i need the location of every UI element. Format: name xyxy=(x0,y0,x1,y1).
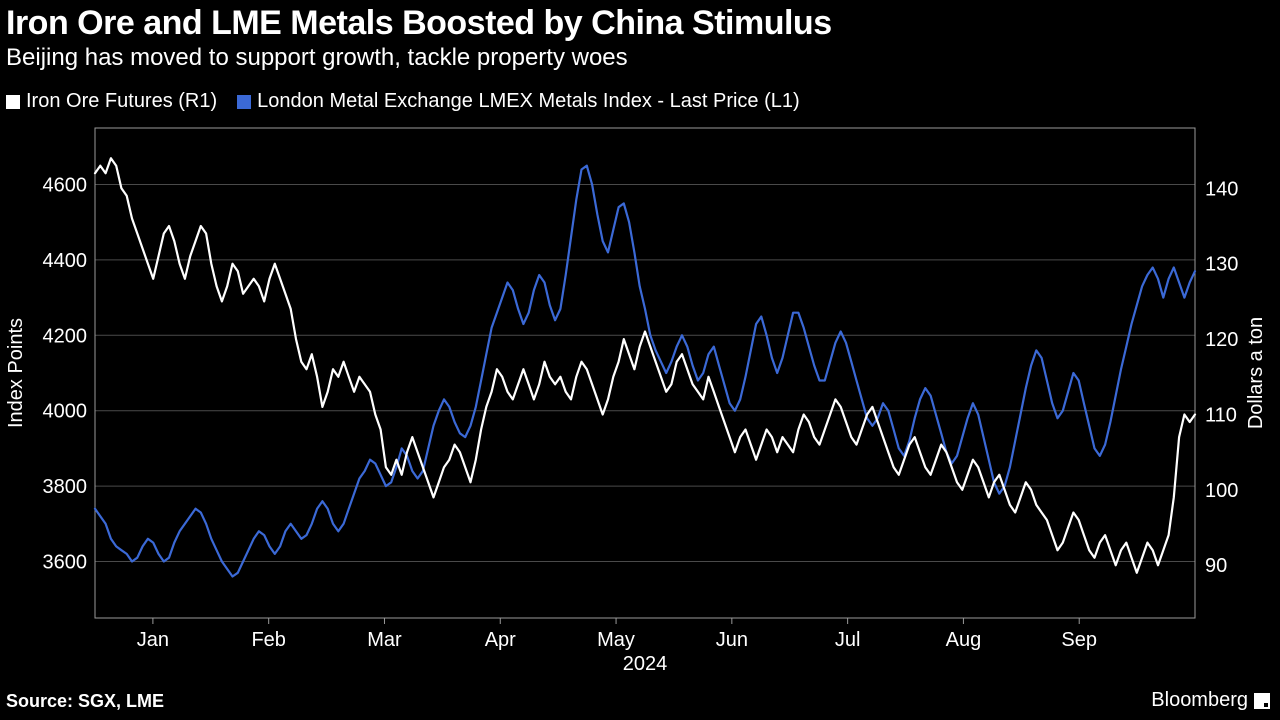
legend-item-lmex: London Metal Exchange LMEX Metals Index … xyxy=(237,90,800,113)
chart-title: Iron Ore and LME Metals Boosted by China… xyxy=(6,4,832,43)
svg-text:Dollars a ton: Dollars a ton xyxy=(1245,317,1267,429)
brand-icon xyxy=(1254,693,1270,709)
svg-text:3600: 3600 xyxy=(43,551,88,573)
svg-text:May: May xyxy=(597,629,635,651)
svg-text:100: 100 xyxy=(1205,480,1238,502)
svg-text:Aug: Aug xyxy=(946,629,982,651)
svg-text:4400: 4400 xyxy=(43,250,88,272)
legend-swatch-lmex xyxy=(237,95,251,109)
svg-text:140: 140 xyxy=(1205,178,1238,200)
svg-text:3800: 3800 xyxy=(43,476,88,498)
svg-text:Index Points: Index Points xyxy=(5,318,27,428)
legend-label-lmex: London Metal Exchange LMEX Metals Index … xyxy=(257,90,800,113)
legend-label-iron-ore: Iron Ore Futures (R1) xyxy=(26,90,217,113)
chart-subtitle: Beijing has moved to support growth, tac… xyxy=(6,44,628,72)
brand-text: Bloomberg xyxy=(1151,689,1270,712)
svg-text:4000: 4000 xyxy=(43,401,88,423)
svg-text:90: 90 xyxy=(1205,555,1227,577)
svg-text:110: 110 xyxy=(1205,404,1237,426)
legend-swatch-iron-ore xyxy=(6,95,20,109)
svg-text:Sep: Sep xyxy=(1061,629,1097,651)
legend: Iron Ore Futures (R1) London Metal Excha… xyxy=(6,90,800,113)
chart-area: 3600 3800 4000 4200 4400 4600 90 100 110 120 130 14… xyxy=(0,120,1280,680)
brand-label: Bloomberg xyxy=(1151,689,1248,712)
svg-text:4200: 4200 xyxy=(43,325,88,347)
svg-text:Jan: Jan xyxy=(137,629,169,651)
svg-text:2024: 2024 xyxy=(623,653,668,675)
svg-text:Jun: Jun xyxy=(716,629,748,651)
chart-svg: 3600 3800 4000 4200 4400 4600 90 100 110 120 130 14… xyxy=(0,120,1280,680)
svg-text:130: 130 xyxy=(1205,254,1238,276)
svg-text:Feb: Feb xyxy=(251,629,285,651)
legend-item-iron-ore: Iron Ore Futures (R1) xyxy=(6,90,217,113)
source-text: Source: SGX, LME xyxy=(6,691,164,712)
svg-text:4600: 4600 xyxy=(43,175,88,197)
svg-text:Jul: Jul xyxy=(835,629,861,651)
svg-text:120: 120 xyxy=(1205,329,1238,351)
svg-text:Apr: Apr xyxy=(485,629,516,651)
svg-text:Mar: Mar xyxy=(367,629,402,651)
